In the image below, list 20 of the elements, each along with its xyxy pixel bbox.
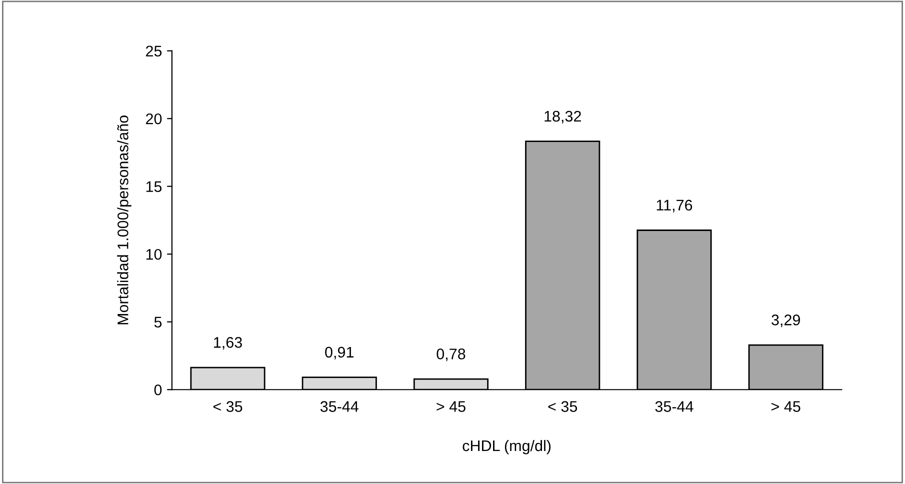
data-label: 0,78 — [436, 348, 466, 362]
y-tick-label: 5 — [154, 316, 162, 328]
y-tick-label: 15 — [146, 181, 162, 192]
data-label: 3,29 — [772, 314, 800, 328]
data-label: 18,32 — [544, 110, 581, 124]
y-tick-label: 20 — [146, 113, 162, 124]
x-tick-label: 35-44 — [320, 401, 358, 412]
y-tick-label: 25 — [146, 46, 162, 57]
x-tick-label: 35-44 — [655, 401, 694, 412]
x-tick-label: < 35 — [548, 401, 578, 412]
y-axis-title: Mortalidad 1.000/personas/año — [117, 116, 132, 324]
x-tick-label: > 45 — [436, 401, 466, 412]
y-tick-label: 10 — [146, 248, 162, 260]
x-tick-label: < 35 — [213, 401, 242, 412]
x-tick-label: > 45 — [772, 401, 800, 412]
data-label: 0,91 — [325, 346, 354, 360]
x-axis-title: cHDL (mg/dl) — [462, 440, 551, 454]
data-label: 1,63 — [214, 337, 242, 350]
data-label: 11,76 — [656, 200, 692, 212]
y-tick-label: 0 — [154, 384, 162, 396]
